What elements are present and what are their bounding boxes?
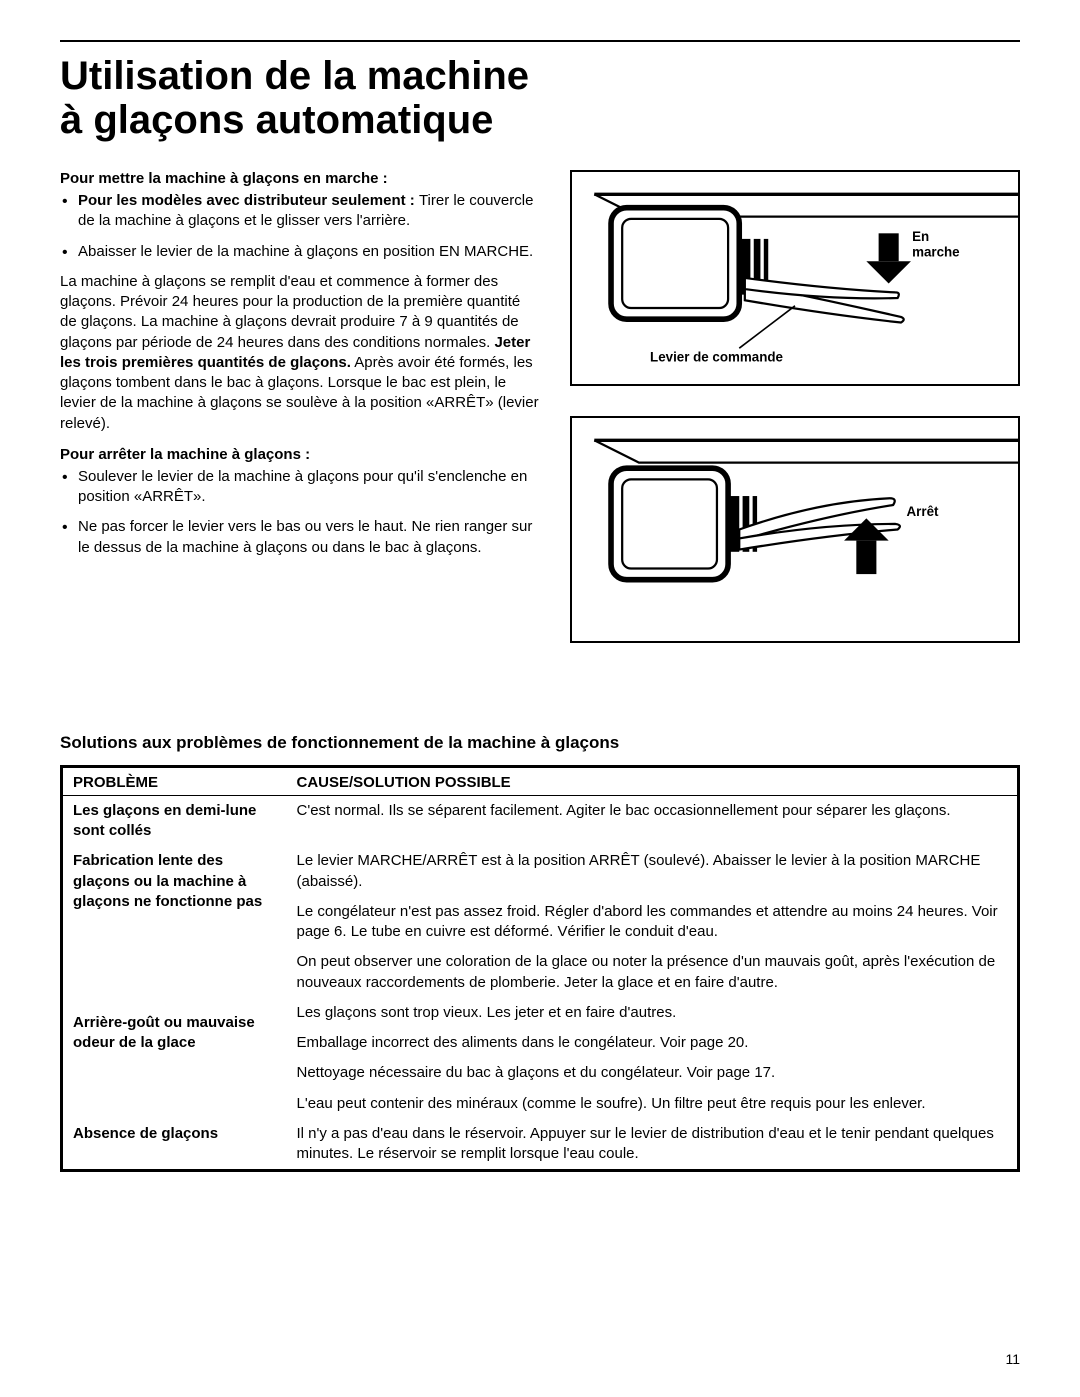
stop-bullet-list: Soulever le levier de la machine à glaço… [60, 467, 540, 558]
table-row: Fabrication lente des glaçons ou la mach… [62, 846, 1019, 897]
page-title: Utilisation de la machine à glaçons auto… [60, 54, 1020, 142]
top-rule [60, 40, 1020, 42]
page-number: 11 [1005, 1351, 1020, 1367]
cell-cause: C'est normal. Ils se séparent facilement… [287, 795, 1019, 846]
content-columns: Pour mettre la machine à glaçons en marc… [60, 170, 1020, 673]
table-row: Les glaçons en demi-lune sont collés C'e… [62, 795, 1019, 846]
cell-cause: Les glaçons sont trop vieux. Les jeter e… [287, 998, 1019, 1028]
diagram-off: Arrêt [570, 416, 1020, 643]
cell-problem: Absence de glaçons [62, 1119, 287, 1171]
table-header-row: PROBLÈME CAUSE/SOLUTION POSSIBLE [62, 766, 1019, 795]
troubleshoot-table: PROBLÈME CAUSE/SOLUTION POSSIBLE Les gla… [60, 765, 1020, 1173]
title-line-2: à glaçons automatique [60, 98, 493, 142]
header-cause: CAUSE/SOLUTION POSSIBLE [287, 766, 1019, 795]
cell-cause: Nettoyage nécessaire du bac à glaçons et… [287, 1058, 1019, 1088]
diagram-column: En marche Levier de commande [570, 170, 1020, 673]
stop-heading: Pour arrêter la machine à glaçons : [60, 446, 540, 463]
diagram-off-svg: Arrêt [572, 418, 1018, 641]
stop-bullet: Soulever le levier de la machine à glaço… [78, 467, 540, 508]
cell-cause: On peut observer une coloration de la gl… [287, 947, 1019, 998]
bullet-rest: Abaisser le levier de la machine à glaço… [78, 243, 533, 260]
label-off: Arrêt [907, 504, 940, 519]
cell-cause: Le levier MARCHE/ARRÊT est à la position… [287, 846, 1019, 897]
label-lever: Levier de commande [650, 350, 783, 365]
diagram-on: En marche Levier de commande [570, 170, 1020, 386]
cell-cause: L'eau peut contenir des minéraux (comme … [287, 1089, 1019, 1119]
label-on-1: En [912, 229, 929, 244]
label-on-2: marche [912, 245, 960, 260]
cell-problem: Les glaçons en demi-lune sont collés [62, 795, 287, 846]
start-bullet-list: Pour les modèles avec distributeur seule… [60, 191, 540, 262]
diagram-on-svg: En marche Levier de commande [572, 172, 1018, 384]
cell-problem: Arrière-goût ou mauvaise odeur de la gla… [62, 947, 287, 1119]
main-para: La machine à glaçons se remplit d'eau et… [60, 272, 540, 434]
cell-problem: Fabrication lente des glaçons ou la mach… [62, 846, 287, 947]
title-line-1: Utilisation de la machine [60, 54, 529, 98]
start-heading: Pour mettre la machine à glaçons en marc… [60, 170, 540, 187]
troubleshoot-heading: Solutions aux problèmes de fonctionnemen… [60, 733, 1020, 753]
header-problem: PROBLÈME [62, 766, 287, 795]
bullet-bold: Pour les modèles avec distributeur seule… [78, 192, 419, 209]
start-bullet: Pour les modèles avec distributeur seule… [78, 191, 540, 232]
start-bullet: Abaisser le levier de la machine à glaço… [78, 242, 540, 262]
para-pre: La machine à glaçons se remplit d'eau et… [60, 273, 520, 351]
cell-cause: Le congélateur n'est pas assez froid. Ré… [287, 897, 1019, 948]
text-column: Pour mettre la machine à glaçons en marc… [60, 170, 540, 673]
table-row: Arrière-goût ou mauvaise odeur de la gla… [62, 947, 1019, 998]
stop-bullet: Ne pas forcer le levier vers le bas ou v… [78, 517, 540, 558]
table-row: Absence de glaçons Il n'y a pas d'eau da… [62, 1119, 1019, 1171]
cell-cause: Il n'y a pas d'eau dans le réservoir. Ap… [287, 1119, 1019, 1171]
cell-cause: Emballage incorrect des aliments dans le… [287, 1028, 1019, 1058]
